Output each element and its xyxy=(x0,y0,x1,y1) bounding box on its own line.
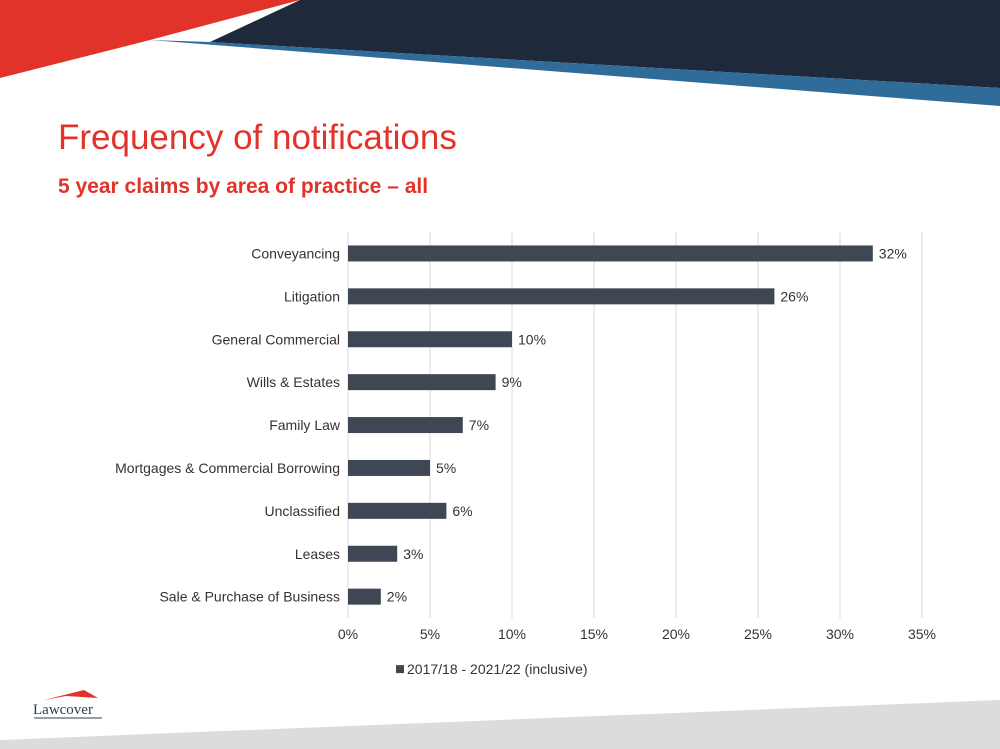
header-banner xyxy=(0,0,1000,106)
bar xyxy=(348,588,381,605)
bar xyxy=(348,502,447,519)
x-tick-label: 20% xyxy=(662,626,690,642)
data-label: 3% xyxy=(403,546,423,562)
footer-grey-band xyxy=(0,700,1000,749)
bar xyxy=(348,288,775,305)
data-label: 6% xyxy=(452,503,472,519)
lawcover-logo xyxy=(34,690,102,719)
category-label: Wills & Estates xyxy=(247,374,340,390)
banner-navy-band xyxy=(210,0,1000,88)
data-label: 9% xyxy=(502,374,522,390)
data-label: 7% xyxy=(469,417,489,433)
data-label: 10% xyxy=(518,331,546,347)
labels: 0% 5% 10% 15% 20% 25% 30% 35% Conveyancing 32% Lit… xyxy=(115,245,936,642)
x-tick-label: 5% xyxy=(420,626,440,642)
legend: 2017/18 - 2021/22 (inclusive) xyxy=(396,661,588,677)
bar-chart: 0% 5% 10% 15% 20% 25% 30% 35% Conveyancing 32% Lit… xyxy=(115,232,936,677)
logo-text: Lawcover xyxy=(33,702,93,718)
bar xyxy=(348,545,398,562)
banner-blue-band xyxy=(150,40,1000,106)
legend-label: 2017/18 - 2021/22 (inclusive) xyxy=(407,661,588,677)
legend-swatch xyxy=(396,665,404,674)
bar xyxy=(348,459,430,476)
bar xyxy=(348,374,496,391)
banner-red-band xyxy=(0,0,300,78)
data-label: 5% xyxy=(436,460,456,476)
category-label: Family Law xyxy=(269,417,341,433)
x-tick-label: 35% xyxy=(908,626,936,642)
x-tick-label: 25% xyxy=(744,626,772,642)
page-subtitle: 5 year claims by area of practice – all xyxy=(58,175,429,198)
x-tick-label: 10% xyxy=(498,626,526,642)
category-label: Litigation xyxy=(284,288,340,304)
data-label: 2% xyxy=(387,589,407,605)
category-label: Mortgages & Commercial Borrowing xyxy=(115,460,340,476)
bars xyxy=(348,245,873,605)
x-tick-label: 15% xyxy=(580,626,608,642)
data-label: 26% xyxy=(780,288,808,304)
category-label: Unclassified xyxy=(265,503,340,519)
footer-band xyxy=(0,700,1000,749)
category-label: Leases xyxy=(295,546,340,562)
x-tick-label: 30% xyxy=(826,626,854,642)
category-label: Sale & Purchase of Business xyxy=(159,589,340,605)
bar xyxy=(348,417,463,434)
data-label: 32% xyxy=(879,245,907,261)
bar xyxy=(348,245,873,262)
category-label: Conveyancing xyxy=(251,245,340,261)
bar xyxy=(348,331,512,348)
logo-roof-mark xyxy=(44,690,98,700)
category-label: General Commercial xyxy=(212,331,340,347)
page-title: Frequency of notifications xyxy=(58,118,457,157)
x-tick-label: 0% xyxy=(338,626,358,642)
